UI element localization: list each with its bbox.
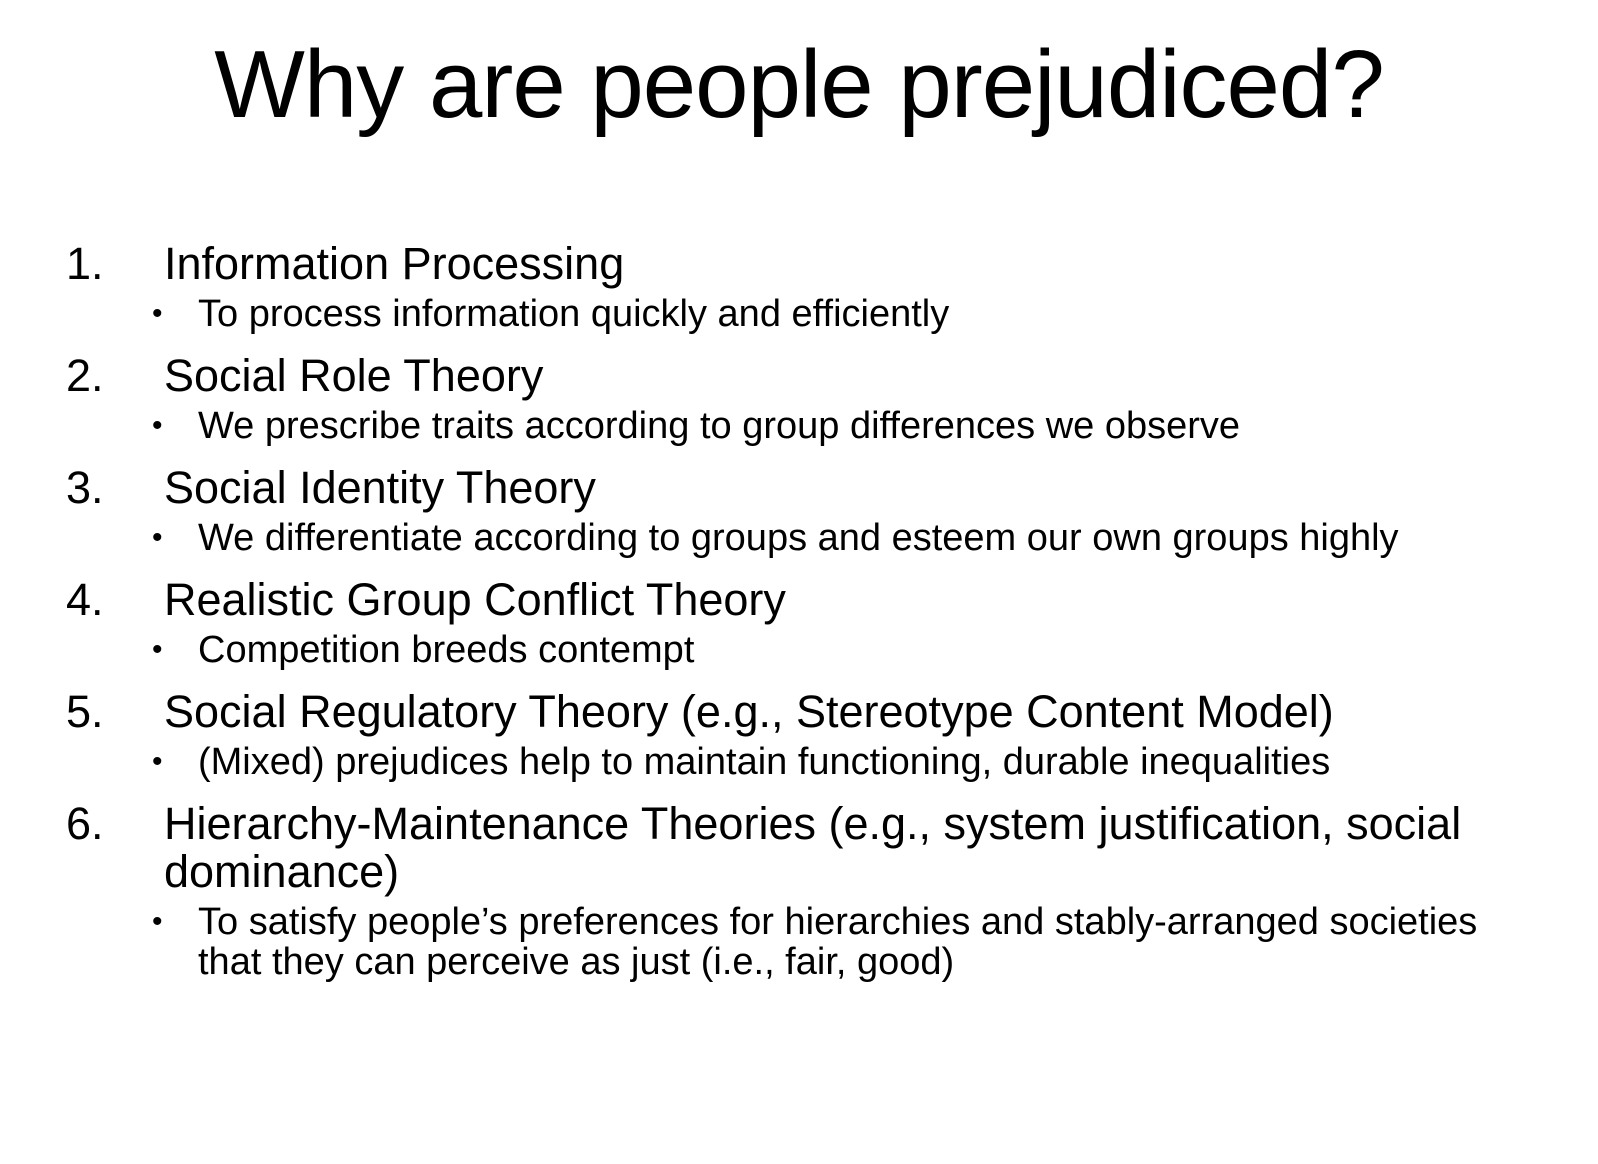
slide-title: Why are people prejudiced? [214,31,1384,138]
item-title: Social Identity Theory [164,462,596,513]
item-bullet: • We differentiate according to groups a… [152,518,1566,558]
bullet-icon: • [152,521,163,554]
item-number: 3. [66,462,104,513]
item-title: Information Processing [164,238,625,289]
bullet-text: Competition breeds contempt [198,629,695,671]
bullet-icon: • [152,905,163,938]
item-number: 1. [66,238,104,289]
list-item-5: 5. Social Regulatory Theory (e.g., Stere… [66,686,1566,783]
list-item-2: 2. Social Role Theory • We prescribe tra… [66,350,1566,447]
item-number: 6. [66,798,104,849]
bullet-text: To satisfy people’s preferences for hier… [198,901,1478,983]
bullet-text: We differentiate according to groups and… [198,517,1399,559]
item-title: Social Regulatory Theory (e.g., Stereoty… [164,686,1334,737]
bullet-icon: • [152,633,163,666]
theory-list: 1. Information Processing • To process i… [66,238,1566,983]
item-bullet: • (Mixed) prejudices help to maintain fu… [152,742,1566,782]
list-item-4: 4. Realistic Group Conflict Theory • Com… [66,574,1566,671]
bullet-text: We prescribe traits according to group d… [198,405,1241,447]
bullet-icon: • [152,409,163,442]
list-item-1: 1. Information Processing • To process i… [66,238,1566,335]
item-title: Social Role Theory [164,350,544,401]
item-title: Hierarchy-Maintenance Theories (e.g., sy… [164,798,1462,897]
list-item-6: 6. Hierarchy-Maintenance Theories (e.g.,… [66,798,1566,983]
item-title: Realistic Group Conflict Theory [164,574,786,625]
list-item-3: 3. Social Identity Theory • We different… [66,462,1566,559]
bullet-icon: • [152,297,163,330]
item-number: 2. [66,350,104,401]
item-bullet: • Competition breeds contempt [152,630,1566,670]
item-number: 4. [66,574,104,625]
item-bullet: • We prescribe traits according to group… [152,406,1566,446]
bullet-text: To process information quickly and effic… [198,293,950,335]
item-bullet: • To satisfy people’s preferences for hi… [152,902,1566,982]
bullet-text: (Mixed) prejudices help to maintain func… [198,741,1331,783]
bullet-icon: • [152,745,163,778]
item-number: 5. [66,686,104,737]
item-bullet: • To process information quickly and eff… [152,294,1566,334]
